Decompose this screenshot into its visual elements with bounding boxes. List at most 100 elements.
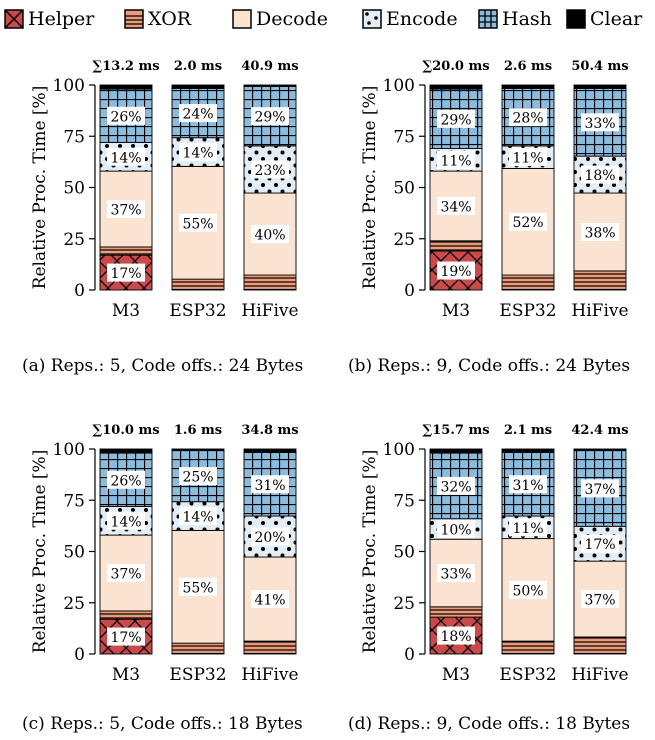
data-label-bg	[107, 106, 145, 125]
data-label: 29%	[440, 112, 471, 128]
data-label-bg	[437, 109, 475, 128]
data-label: 55%	[182, 216, 213, 232]
bar-pattern-xor	[430, 240, 482, 252]
data-label-bg	[251, 160, 289, 179]
bar-pattern-xor	[574, 270, 626, 290]
data-label-bg	[509, 148, 547, 167]
data-label: 55%	[182, 580, 213, 596]
x-tick-label: ESP32	[499, 665, 556, 685]
data-label: 23%	[254, 163, 285, 179]
legend-item-decode: Decode	[232, 6, 328, 32]
data-label: 50%	[512, 583, 543, 599]
y-axis-label: Relative Proc. Time [%]	[360, 86, 380, 290]
y-tick-label: 100	[53, 440, 85, 460]
data-label-bg	[581, 113, 619, 132]
data-label-bg	[179, 213, 217, 232]
data-label-bg	[107, 147, 145, 166]
legend-item-encode: Encode	[362, 6, 458, 32]
y-tick-label: 50	[393, 179, 415, 199]
total-label: ∑15.7 ms	[422, 423, 489, 438]
bar-pattern-xor	[172, 279, 224, 290]
total-label: 34.8 ms	[241, 423, 298, 438]
legend-swatch-clear	[566, 9, 586, 29]
data-label-bg	[179, 143, 217, 162]
data-label-bg	[437, 196, 475, 215]
data-label-bg	[179, 577, 217, 596]
bar-pattern-xor	[244, 275, 296, 290]
data-label-bg	[179, 507, 217, 526]
data-label: 26%	[110, 473, 141, 489]
x-tick-label: M3	[112, 665, 140, 685]
y-tick-label: 0	[74, 281, 85, 301]
data-label: 32%	[440, 479, 471, 495]
data-label: 17%	[584, 537, 615, 553]
total-label: 42.4 ms	[571, 423, 628, 438]
data-label: 10%	[440, 522, 471, 538]
bar-segment-clear	[429, 84, 483, 90]
total-label: 40.9 ms	[241, 59, 298, 74]
data-label-bg	[437, 564, 475, 583]
legend-label: Helper	[28, 8, 95, 30]
data-label-bg	[251, 590, 289, 609]
y-tick-label: 50	[63, 543, 85, 563]
bar-pattern-xor	[244, 641, 296, 654]
x-tick-label: HiFive	[571, 665, 628, 685]
bar-pattern-xor	[172, 643, 224, 654]
x-tick-label: HiFive	[241, 665, 298, 685]
y-tick-label: 25	[63, 230, 85, 250]
data-label-bg	[251, 527, 289, 546]
y-tick-label: 75	[63, 127, 85, 147]
caption-b: (b) Reps.: 9, Code offs.: 24 Bytes	[348, 356, 631, 376]
data-label: 20%	[254, 530, 285, 546]
data-label-bg	[509, 212, 547, 231]
legend: Helper XOR Decode Encode Hash Clear	[0, 4, 655, 34]
caption-a: (a) Reps.: 5, Code offs.: 24 Bytes	[22, 356, 304, 376]
legend-label: Decode	[256, 8, 328, 30]
legend-item-helper: Helper	[4, 6, 94, 32]
data-label: 33%	[440, 567, 471, 583]
data-label-bg	[179, 467, 217, 486]
data-label-bg	[581, 590, 619, 609]
caption-d: (d) Reps.: 9, Code offs.: 18 Bytes	[348, 714, 631, 734]
total-label: 1.6 ms	[174, 423, 222, 438]
data-label: 19%	[440, 264, 471, 280]
data-label: 25%	[182, 470, 213, 486]
total-label: ∑20.0 ms	[422, 59, 489, 74]
bar-segment-clear	[501, 448, 555, 453]
legend-swatch-xor	[124, 9, 144, 29]
data-label-bg	[509, 108, 547, 127]
bar-pattern-xor	[502, 275, 554, 290]
legend-label: Hash	[502, 8, 552, 30]
x-tick-label: HiFive	[241, 301, 298, 321]
data-label: 18%	[584, 168, 615, 184]
bar-segment-clear	[573, 84, 627, 89]
legend-item-hash: Hash	[478, 6, 552, 32]
data-label-bg	[509, 580, 547, 599]
y-tick-label: 25	[393, 230, 415, 250]
legend-item-xor: XOR	[124, 6, 191, 32]
data-label: 37%	[110, 203, 141, 219]
data-label-bg	[437, 150, 475, 169]
total-label: ∑10.0 ms	[92, 423, 159, 438]
data-label: 18%	[440, 629, 471, 645]
data-label-bg	[251, 225, 289, 244]
data-label: 52%	[512, 215, 543, 231]
bar-segment-clear	[99, 84, 153, 90]
data-label: 37%	[584, 593, 615, 609]
data-label: 17%	[110, 266, 141, 282]
y-tick-label: 100	[53, 76, 85, 96]
legend-swatch-encode	[362, 9, 382, 29]
legend-swatch-helper	[4, 9, 24, 29]
data-label-bg	[251, 475, 289, 494]
data-label: 31%	[254, 478, 285, 494]
data-label-bg	[581, 165, 619, 184]
data-label: 17%	[110, 630, 141, 646]
data-label: 37%	[584, 482, 615, 498]
y-tick-label: 0	[404, 645, 415, 665]
y-tick-label: 75	[393, 491, 415, 511]
data-label-bg	[437, 626, 475, 645]
data-label-bg	[179, 104, 217, 123]
